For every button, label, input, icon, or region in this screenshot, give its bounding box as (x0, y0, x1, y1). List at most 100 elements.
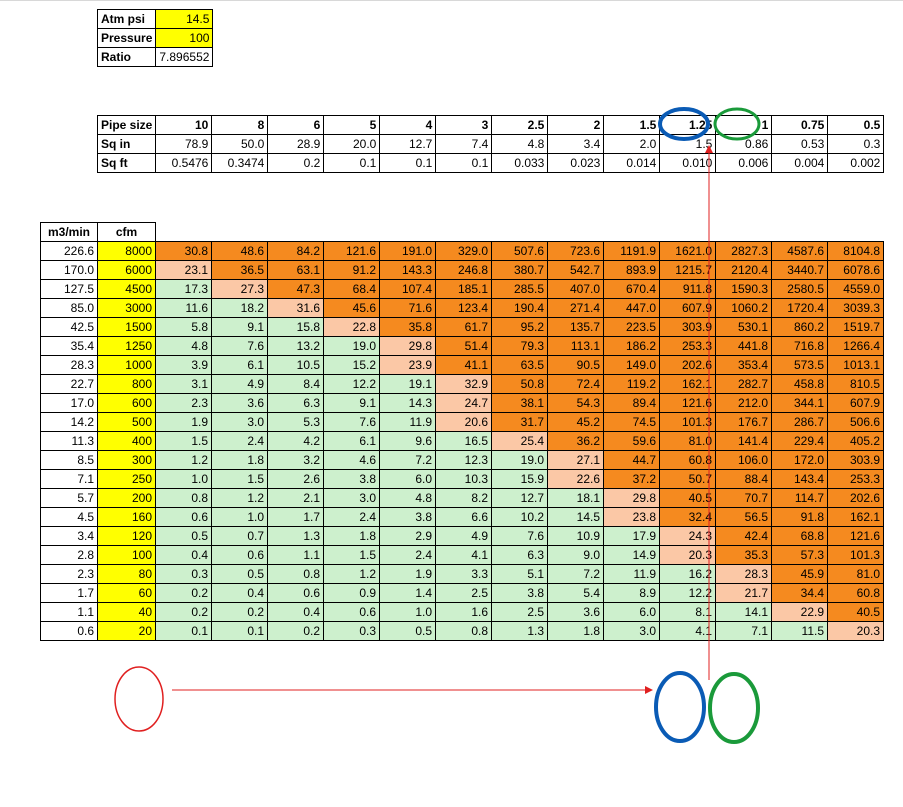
sq-in-cell: 0.86 (715, 134, 773, 154)
velocity-cell: 1215.7 (659, 260, 716, 280)
velocity-cell: 1.5 (211, 469, 268, 489)
velocity-cell: 6.3 (491, 545, 548, 565)
cfm-cell: 80 (97, 564, 156, 584)
pipe-size-cell: 0.75 (771, 115, 829, 135)
velocity-cell: 162.1 (827, 507, 884, 527)
velocity-cell: 70.7 (715, 488, 772, 508)
velocity-cell: 3.8 (491, 583, 548, 603)
velocity-cell: 2.4 (323, 507, 380, 527)
velocity-cell: 6.1 (211, 355, 268, 375)
velocity-cell: 3.8 (323, 469, 380, 489)
pipe-size-table: Pipe size 10 8 6 5 4 3 2.5 2 1.5 1.25 1 0.75 0.5 Sq in… (96, 115, 885, 173)
sq-in-cell: 4.8 (491, 134, 549, 154)
velocity-cell: 162.1 (659, 374, 716, 394)
velocity-cell: 7.6 (323, 412, 380, 432)
velocity-cell: 8.2 (435, 488, 492, 508)
velocity-cell: 191.0 (379, 241, 436, 261)
velocity-cell: 114.7 (771, 488, 828, 508)
velocity-cell: 68.4 (323, 279, 380, 299)
velocity-cell: 4587.6 (771, 241, 828, 261)
velocity-cell: 607.9 (827, 393, 884, 413)
velocity-cell: 190.4 (491, 298, 548, 318)
velocity-cell: 0.4 (155, 545, 212, 565)
flow-row: 14.2 500 1.9 3.0 5.3 7.6 11.9 20.6 31.7 45.2 74.5 1… (40, 412, 884, 432)
velocity-cell: 6.0 (603, 602, 660, 622)
velocity-cell: 45.9 (771, 564, 828, 584)
velocity-cell: 45.6 (323, 298, 380, 318)
velocity-cell: 63.5 (491, 355, 548, 375)
velocity-cell: 1.3 (491, 621, 548, 641)
pipe-size-cell: 1.25 (659, 115, 717, 135)
velocity-cell: 8.4 (267, 374, 324, 394)
sq-ft-cell: 0.2 (267, 153, 325, 173)
velocity-cell: 172.0 (771, 450, 828, 470)
velocity-cell: 57.3 (771, 545, 828, 565)
velocity-cell: 0.2 (155, 602, 212, 622)
sq-in-cell: 0.3 (827, 134, 885, 154)
sq-in-cell: 3.4 (547, 134, 605, 154)
velocity-cell: 7.2 (379, 450, 436, 470)
velocity-cell: 286.7 (771, 412, 828, 432)
velocity-cell: 1.0 (155, 469, 212, 489)
velocity-cell: 405.2 (827, 431, 884, 451)
m3-min-cell: 2.3 (40, 564, 98, 584)
velocity-cell: 329.0 (435, 241, 492, 261)
velocity-cell: 6078.6 (827, 260, 884, 280)
setting-label: Atm psi (96, 9, 157, 29)
cfm-cell: 600 (97, 393, 156, 413)
cfm-cell: 500 (97, 412, 156, 432)
velocity-cell: 14.5 (547, 507, 604, 527)
velocity-cell: 9.6 (379, 431, 436, 451)
sq-in-cell: 28.9 (267, 134, 325, 154)
velocity-cell: 0.3 (155, 564, 212, 584)
velocity-cell: 29.8 (379, 336, 436, 356)
velocity-cell: 1.8 (211, 450, 268, 470)
velocity-cell: 12.2 (659, 583, 716, 603)
green-circle-values (708, 672, 760, 744)
velocity-cell: 530.1 (715, 317, 772, 337)
pipe-size-cell: 5 (323, 115, 381, 135)
velocity-cell: 4.2 (267, 431, 324, 451)
velocity-cell: 2580.5 (771, 279, 828, 299)
m3-min-cell: 22.7 (40, 374, 98, 394)
sq-in-cell: 2.0 (603, 134, 661, 154)
velocity-cell: 23.9 (379, 355, 436, 375)
velocity-cell: 16.5 (435, 431, 492, 451)
cfm-cell: 60 (97, 583, 156, 603)
velocity-cell: 2.5 (435, 583, 492, 603)
pipe-size-cell: 2 (547, 115, 605, 135)
velocity-cell: 353.4 (715, 355, 772, 375)
setting-value: 14.5 (155, 9, 214, 29)
m3-min-cell: 1.1 (40, 602, 98, 622)
velocity-cell: 0.4 (211, 583, 268, 603)
velocity-cell: 303.9 (827, 450, 884, 470)
velocity-cell: 1.5 (155, 431, 212, 451)
settings-row: Pressure 100 (96, 28, 214, 48)
velocity-cell: 8.9 (603, 583, 660, 603)
cfm-cell: 3000 (97, 298, 156, 318)
setting-value: 100 (155, 28, 214, 48)
velocity-cell: 20.3 (659, 545, 716, 565)
velocity-cell: 47.3 (267, 279, 324, 299)
velocity-cell: 10.5 (267, 355, 324, 375)
velocity-cell: 1.5 (323, 545, 380, 565)
velocity-cell: 28.3 (715, 564, 772, 584)
velocity-cell: 542.7 (547, 260, 604, 280)
velocity-cell: 121.6 (659, 393, 716, 413)
velocity-cell: 2.1 (267, 488, 324, 508)
velocity-cell: 17.3 (155, 279, 212, 299)
velocity-cell: 19.1 (379, 374, 436, 394)
velocity-cell: 0.5 (211, 564, 268, 584)
velocity-cell: 2.3 (155, 393, 212, 413)
velocity-cell: 3039.3 (827, 298, 884, 318)
velocity-cell: 1519.7 (827, 317, 884, 337)
velocity-cell: 1.6 (435, 602, 492, 622)
velocity-cell: 607.9 (659, 298, 716, 318)
velocity-cell: 21.7 (715, 583, 772, 603)
velocity-cell: 10.2 (491, 507, 548, 527)
velocity-cell: 186.2 (603, 336, 660, 356)
m3-min-cell: 127.5 (40, 279, 98, 299)
flow-row: 1.7 60 0.2 0.4 0.6 0.9 1.4 2.5 3.8 5.4 8.9 12.2 21.7… (40, 583, 884, 603)
velocity-cell: 3.6 (547, 602, 604, 622)
sq-ft-label: Sq ft (96, 153, 157, 173)
